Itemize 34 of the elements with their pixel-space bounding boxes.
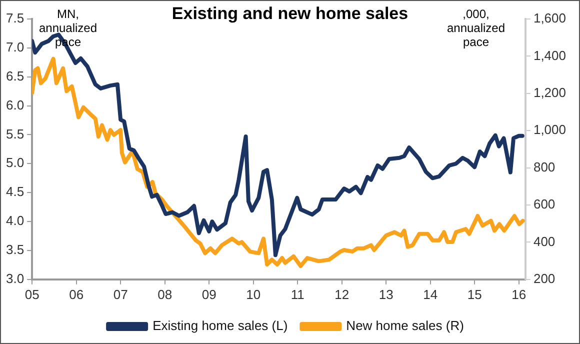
y2-tick-label: 1,600 [533,10,566,26]
x-tick-label: 13 [378,286,394,302]
x-tick-label: 06 [69,286,84,302]
x-tick-label: 09 [202,286,216,302]
y2-tick-label: 600 [533,196,556,212]
y-tick-label: 4.5 [6,184,24,200]
y2-tick-label: 200 [533,270,556,286]
x-tick-label: 10 [246,286,261,302]
y2-tick-label: 400 [533,234,556,249]
y2-tick-label: 800 [533,159,556,174]
y-tick-label: 5.0 [6,155,24,170]
x-tick-label: 08 [158,286,172,302]
y-tick-label: 5.5 [6,126,24,142]
x-tick-label: 05 [24,286,40,302]
y-tick-label: 4.0 [6,213,24,228]
y-tick-label: 6.0 [6,97,24,112]
legend-label: New home sales (R) [346,318,464,334]
y-tick-label: 3.5 [6,242,24,258]
legend-label: Existing home sales (L) [152,318,288,334]
y-tick-label: 7.5 [6,10,24,26]
y2-tick-label: 1,000 [533,122,566,138]
chart-title: Existing and new home sales [172,4,408,23]
x-tick-label: 11 [290,286,304,302]
x-tick-label: 14 [423,286,438,302]
x-tick-label: 07 [113,286,128,302]
x-tick-label: 12 [334,286,350,302]
x-tick-label: 15 [467,286,482,302]
annotation: ,000, annualized pace [446,7,506,49]
y-tick-label: 7.0 [6,40,24,55]
y2-tick-label: 1,200 [533,84,566,100]
y-tick-label: 3.0 [6,270,24,286]
x-tick-label: 16 [512,286,526,302]
y2-tick-label: 1,400 [533,48,566,63]
y-tick-label: 6.5 [6,68,24,84]
